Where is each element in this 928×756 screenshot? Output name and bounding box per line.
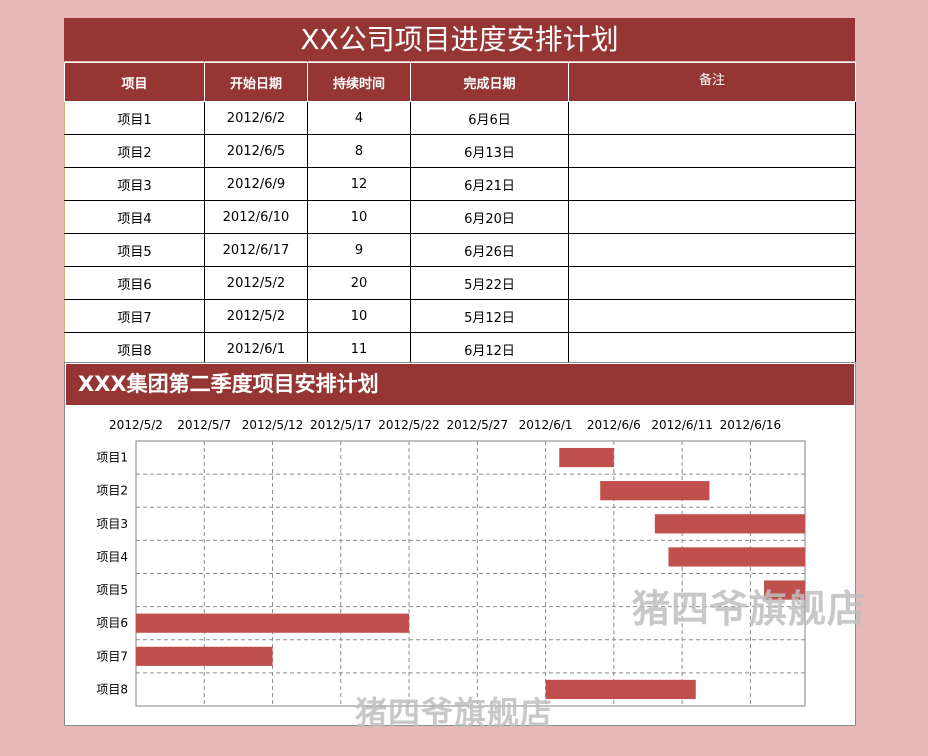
- gantt-bar[interactable]: [136, 613, 410, 633]
- gantt-plot: 2012/5/2 2012/5/7 2012/5/12 2012/5/17 2012/5…: [96, 418, 806, 707]
- cell-duration[interactable]: 12: [307, 167, 411, 201]
- cell-end[interactable]: 6月13日: [410, 134, 569, 168]
- y-tick-label: 项目3: [96, 517, 128, 531]
- x-tick-label: 2012/6/6: [587, 418, 641, 432]
- cell-name[interactable]: 项目2: [64, 134, 205, 168]
- x-tick-label: 2012/5/12: [242, 418, 304, 432]
- table-row: 项目7 2012/5/2 10 5月12日: [64, 299, 856, 333]
- cell-name[interactable]: 项目5: [64, 233, 205, 267]
- cell-start[interactable]: 2012/5/2: [204, 299, 308, 333]
- x-tick-label: 2012/5/17: [310, 418, 372, 432]
- cell-note[interactable]: [568, 299, 856, 333]
- chart-title: XXX集团第二季度项目安排计划: [66, 364, 854, 405]
- gantt-bar[interactable]: [136, 646, 273, 666]
- y-tick-label: 项目1: [96, 451, 128, 465]
- header-end-date[interactable]: 完成日期: [410, 62, 569, 102]
- cell-start[interactable]: 2012/6/10: [204, 200, 308, 234]
- cell-name[interactable]: 项目7: [64, 299, 205, 333]
- cell-note[interactable]: [568, 200, 856, 234]
- cell-name[interactable]: 项目8: [64, 332, 205, 366]
- cell-end[interactable]: 6月12日: [410, 332, 569, 366]
- cell-name[interactable]: 项目3: [64, 167, 205, 201]
- cell-note[interactable]: [568, 233, 856, 267]
- gantt-bar[interactable]: [654, 514, 805, 534]
- cell-name[interactable]: 项目1: [64, 101, 205, 135]
- table-row: 项目8 2012/6/1 11 6月12日: [64, 332, 856, 366]
- y-tick-label: 项目5: [96, 583, 128, 597]
- table-header-row: 项目 开始日期 持续时间 完成日期 备注: [64, 62, 856, 102]
- table-row: 项目2 2012/6/5 8 6月13日: [64, 134, 856, 168]
- gantt-bar[interactable]: [559, 447, 614, 468]
- y-tick-label: 项目8: [96, 682, 128, 696]
- cell-end[interactable]: 5月12日: [410, 299, 569, 333]
- sheet-title: XX公司项目进度安排计划: [64, 18, 855, 61]
- watermark-bottom: 猪四爷旗舰店: [355, 694, 554, 732]
- x-tick-label: 2012/5/2: [109, 418, 163, 432]
- y-tick-label: 项目6: [96, 616, 128, 630]
- x-tick-label: 2012/6/16: [720, 418, 782, 432]
- cell-note[interactable]: [568, 167, 856, 201]
- gantt-bar[interactable]: [668, 547, 805, 567]
- x-tick-label: 2012/6/1: [519, 418, 573, 432]
- cell-start[interactable]: 2012/6/9: [204, 167, 308, 201]
- x-tick-label: 2012/5/27: [447, 418, 509, 432]
- cell-duration[interactable]: 20: [307, 266, 411, 300]
- cell-name[interactable]: 项目4: [64, 200, 205, 234]
- table-row: 项目4 2012/6/10 10 6月20日: [64, 200, 856, 234]
- gantt-bar[interactable]: [764, 580, 805, 600]
- cell-start[interactable]: 2012/6/5: [204, 134, 308, 168]
- cell-start[interactable]: 2012/6/1: [204, 332, 308, 366]
- cell-duration[interactable]: 4: [307, 101, 411, 135]
- schedule-table: 项目 开始日期 持续时间 完成日期 备注 项目1 2012/6/2 4 6月6日 项目2…: [64, 62, 856, 366]
- table-row: 项目3 2012/6/9 12 6月21日: [64, 167, 856, 201]
- cell-note[interactable]: [568, 134, 856, 168]
- x-tick-label: 2012/5/7: [177, 418, 231, 432]
- cell-end[interactable]: 6月20日: [410, 200, 569, 234]
- cell-end[interactable]: 5月22日: [410, 266, 569, 300]
- table-row: 项目5 2012/6/17 9 6月26日: [64, 233, 856, 267]
- x-tick-label: 2012/5/22: [378, 418, 440, 432]
- table-row: 项目1 2012/6/2 4 6月6日: [64, 101, 856, 135]
- gantt-chart: XXX集团第二季度项目安排计划 2012/5/2 2012/5/7 2012/5/1…: [64, 362, 856, 726]
- y-tick-label: 项目2: [96, 484, 128, 498]
- cell-note[interactable]: [568, 266, 856, 300]
- watermark-right: 猪四爷旗舰店: [632, 587, 867, 631]
- table-row: 项目6 2012/5/2 20 5月22日: [64, 266, 856, 300]
- cell-start[interactable]: 2012/6/17: [204, 233, 308, 267]
- header-project[interactable]: 项目: [64, 62, 205, 102]
- header-start-date[interactable]: 开始日期: [204, 62, 308, 102]
- x-tick-label: 2012/6/11: [651, 418, 713, 432]
- y-tick-label: 项目7: [96, 649, 128, 663]
- cell-end[interactable]: 6月6日: [410, 101, 569, 135]
- cell-start[interactable]: 2012/5/2: [204, 266, 308, 300]
- cell-end[interactable]: 6月21日: [410, 167, 569, 201]
- cell-duration[interactable]: 10: [307, 200, 411, 234]
- y-tick-label: 项目4: [96, 550, 128, 564]
- cell-note[interactable]: [568, 332, 856, 366]
- cell-start[interactable]: 2012/6/2: [204, 101, 308, 135]
- cell-duration[interactable]: 10: [307, 299, 411, 333]
- cell-end[interactable]: 6月26日: [410, 233, 569, 267]
- cell-duration[interactable]: 11: [307, 332, 411, 366]
- cell-note[interactable]: [568, 101, 856, 135]
- cell-duration[interactable]: 8: [307, 134, 411, 168]
- header-duration[interactable]: 持续时间: [307, 62, 411, 102]
- header-note[interactable]: 备注: [568, 62, 856, 102]
- gantt-bar[interactable]: [545, 679, 696, 700]
- gantt-bar[interactable]: [600, 481, 710, 501]
- cell-name[interactable]: 项目6: [64, 266, 205, 300]
- cell-duration[interactable]: 9: [307, 233, 411, 267]
